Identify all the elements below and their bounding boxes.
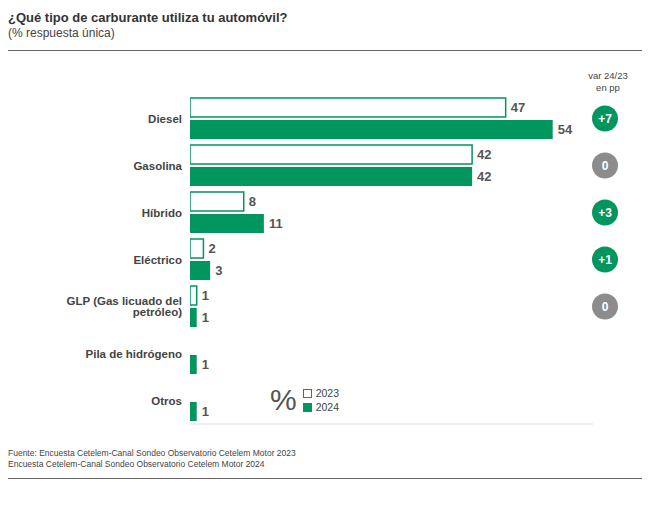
- svg-text:8: 8: [249, 194, 256, 209]
- svg-text:Diesel: Diesel: [148, 113, 182, 125]
- svg-text:42: 42: [477, 169, 491, 184]
- svg-text:3: 3: [215, 263, 222, 278]
- svg-text:Híbrido: Híbrido: [142, 207, 182, 219]
- svg-text:Pila de hidrógeno: Pila de hidrógeno: [86, 348, 182, 360]
- svg-text:1: 1: [202, 288, 209, 303]
- svg-text:Eléctrico: Eléctrico: [133, 254, 182, 266]
- svg-text:54: 54: [558, 122, 573, 137]
- svg-text:1: 1: [202, 310, 209, 325]
- html-text:¿Qué tipo de carburante utiliz: ¿Qué tipo de carburante utiliza tu autom…: [8, 10, 288, 25]
- svg-text:Otros: Otros: [151, 395, 182, 407]
- svg-text:GLP (Gas licuado delpetróleo): GLP (Gas licuado delpetróleo): [67, 295, 183, 319]
- svg-text:0: 0: [602, 159, 609, 173]
- svg-text:+1: +1: [598, 253, 612, 267]
- svg-text:+3: +3: [598, 206, 612, 220]
- svg-text:1: 1: [202, 357, 209, 372]
- html-text:var 24/23 en pp: var 24/23 en pp: [588, 70, 628, 93]
- html-text:Encuesta Cetelem-Canal Sondeo: Encuesta Cetelem-Canal Sondeo Observator…: [8, 459, 265, 469]
- html-text:Fuente: Encuesta Cetelem-Canal: Fuente: Encuesta Cetelem-Canal Sondeo Ob…: [8, 448, 296, 458]
- svg-text:42: 42: [477, 147, 491, 162]
- svg-text:2: 2: [208, 241, 215, 256]
- svg-text:11: 11: [269, 216, 283, 231]
- svg-text:47: 47: [511, 100, 525, 115]
- svg-text:+7: +7: [598, 112, 612, 126]
- html-text:(% respuesta única): (% respuesta única): [8, 26, 115, 40]
- svg-text:0: 0: [602, 300, 609, 314]
- svg-text:Gasolina: Gasolina: [133, 160, 182, 172]
- html-text:2024: 2024: [315, 401, 339, 413]
- html-text:2023: 2023: [315, 387, 339, 399]
- svg-text:1: 1: [202, 404, 209, 419]
